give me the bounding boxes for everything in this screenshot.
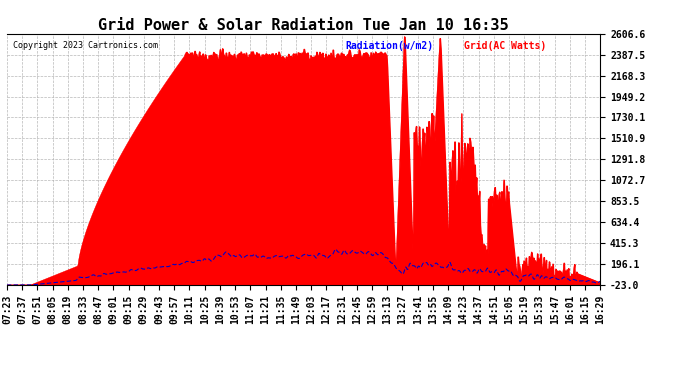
Text: Radiation(w/m2): Radiation(w/m2) [345,41,433,51]
Text: Copyright 2023 Cartronics.com: Copyright 2023 Cartronics.com [13,41,158,50]
Title: Grid Power & Solar Radiation Tue Jan 10 16:35: Grid Power & Solar Radiation Tue Jan 10 … [98,18,509,33]
Text: Grid(AC Watts): Grid(AC Watts) [464,41,546,51]
